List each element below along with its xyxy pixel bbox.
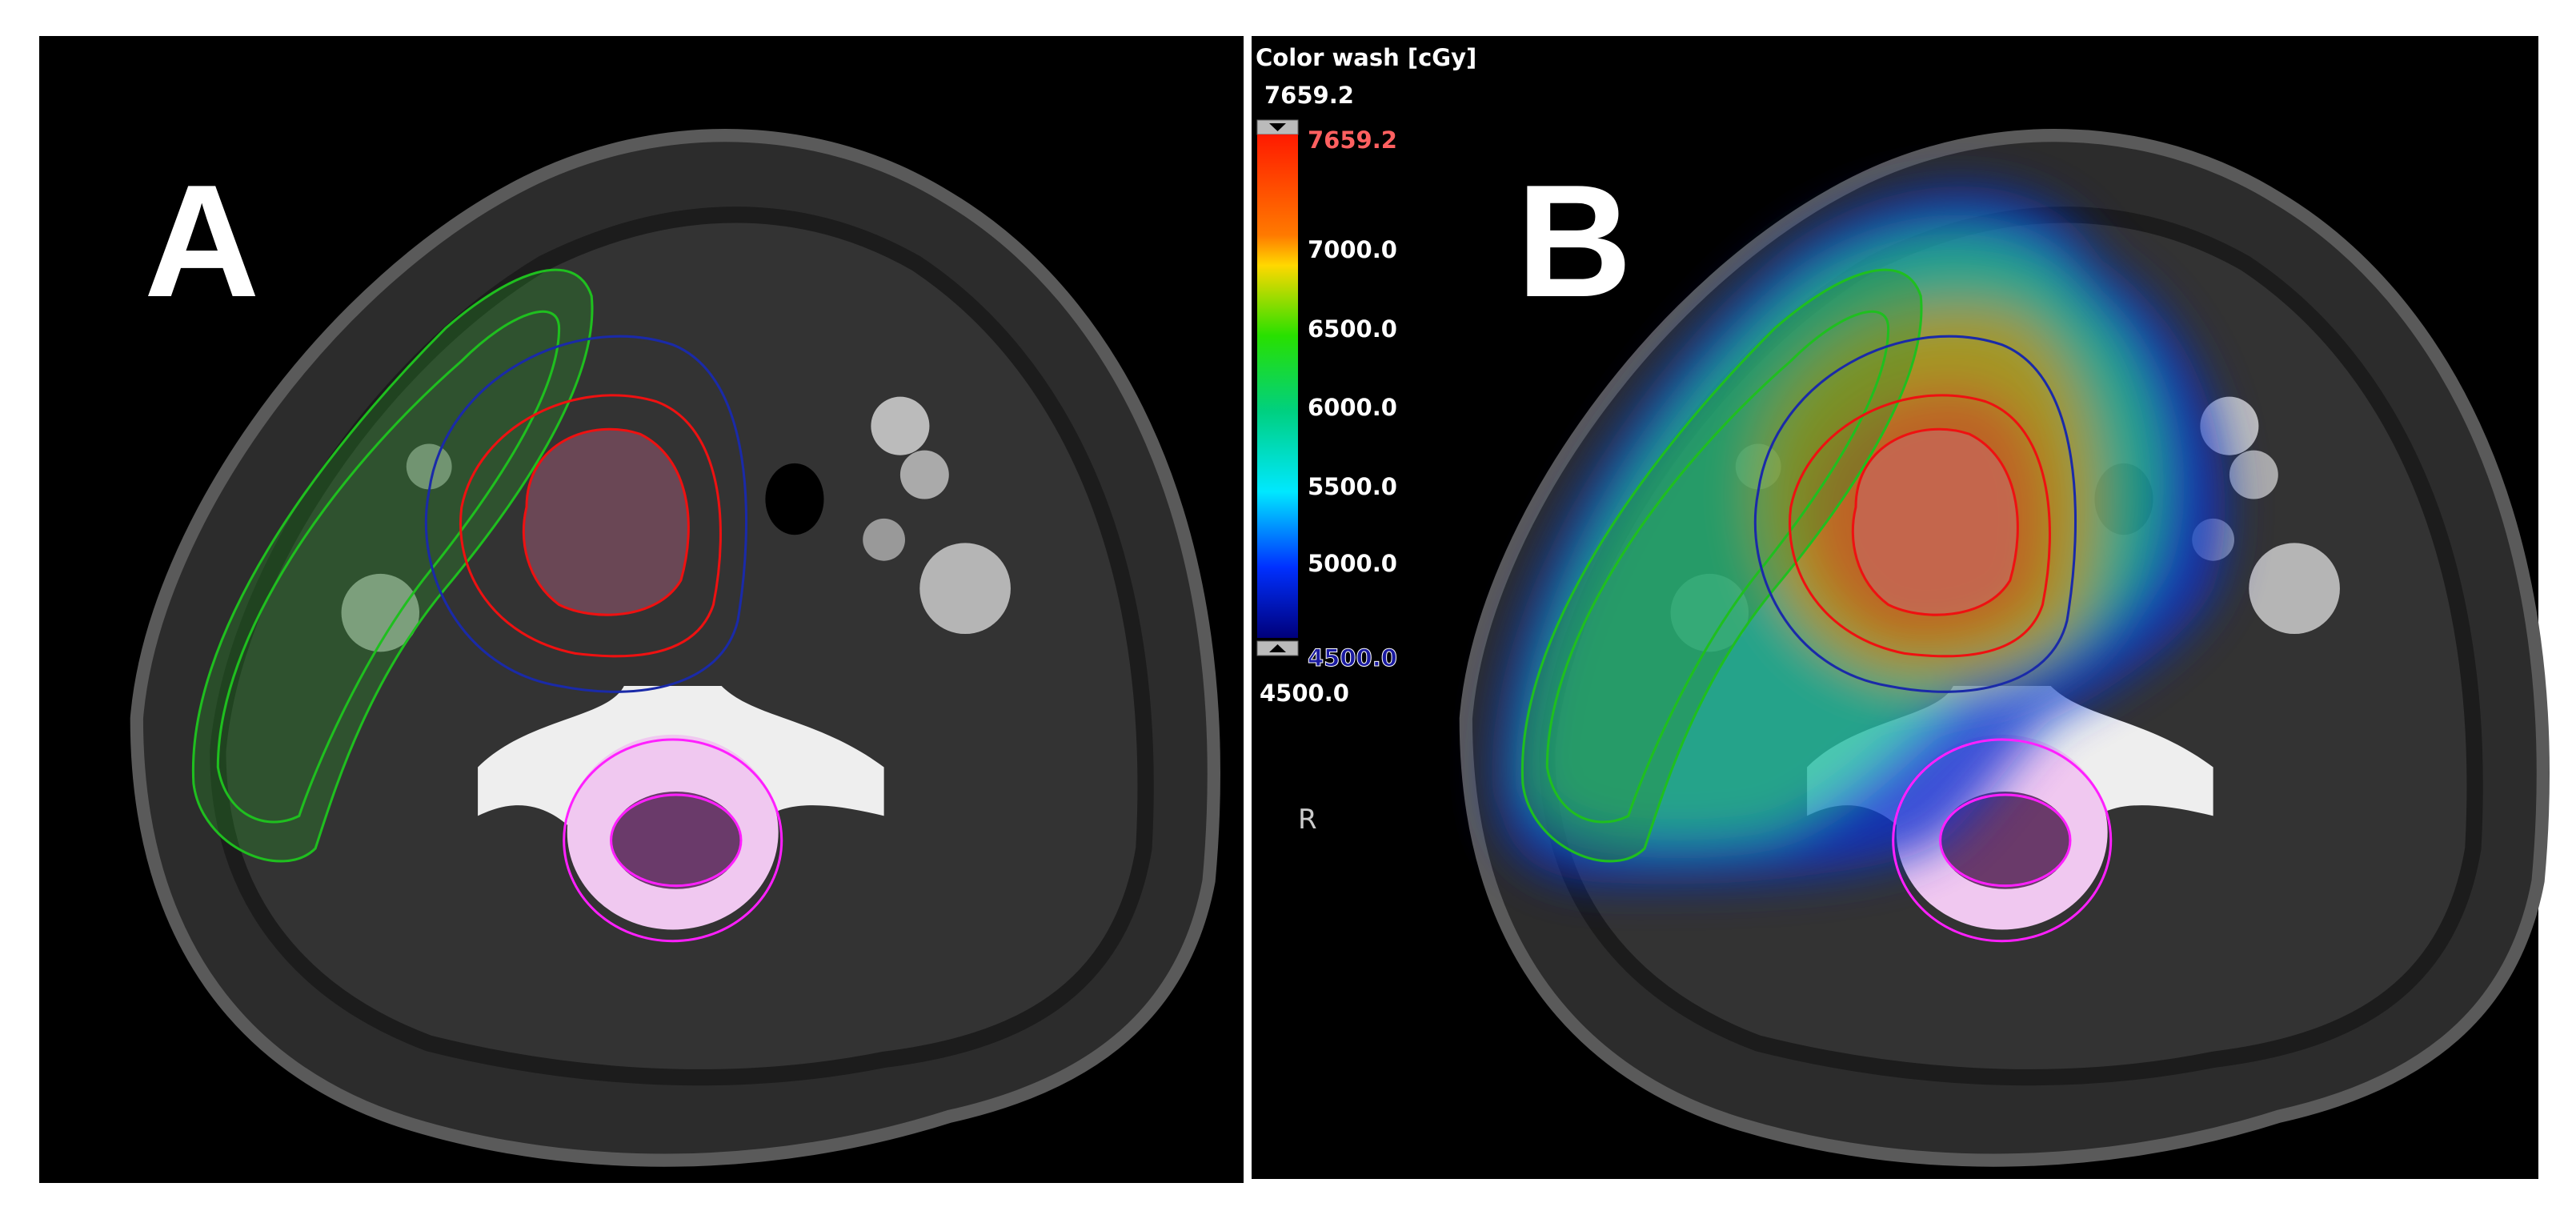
panel-b: B (1252, 36, 2543, 1179)
legend-min: 4500.0 (1260, 680, 1349, 707)
min-marker: 4500.0 (1308, 644, 1397, 672)
panel-label: B (1516, 152, 1632, 331)
legend-title: Color wash [cGy] (1256, 44, 1476, 71)
color-legend: Color wash [cGy] 7659.2 7659.2 4500.0 45… (1256, 44, 1476, 836)
legend-tick: 5500.0 (1308, 473, 1397, 500)
legend-tick: 6000.0 (1308, 394, 1397, 421)
max-marker: 7659.2 (1308, 126, 1397, 154)
color-bar (1257, 134, 1298, 638)
legend-tick: 6500.0 (1308, 315, 1397, 343)
legend-tick: 7000.0 (1308, 236, 1397, 263)
panel-a: A (39, 36, 1244, 1183)
legend-tick: 5000.0 (1308, 550, 1397, 577)
orientation-label: R (1298, 804, 1317, 836)
legend-max: 7659.2 (1264, 82, 1354, 109)
panel-label: A (144, 152, 259, 331)
